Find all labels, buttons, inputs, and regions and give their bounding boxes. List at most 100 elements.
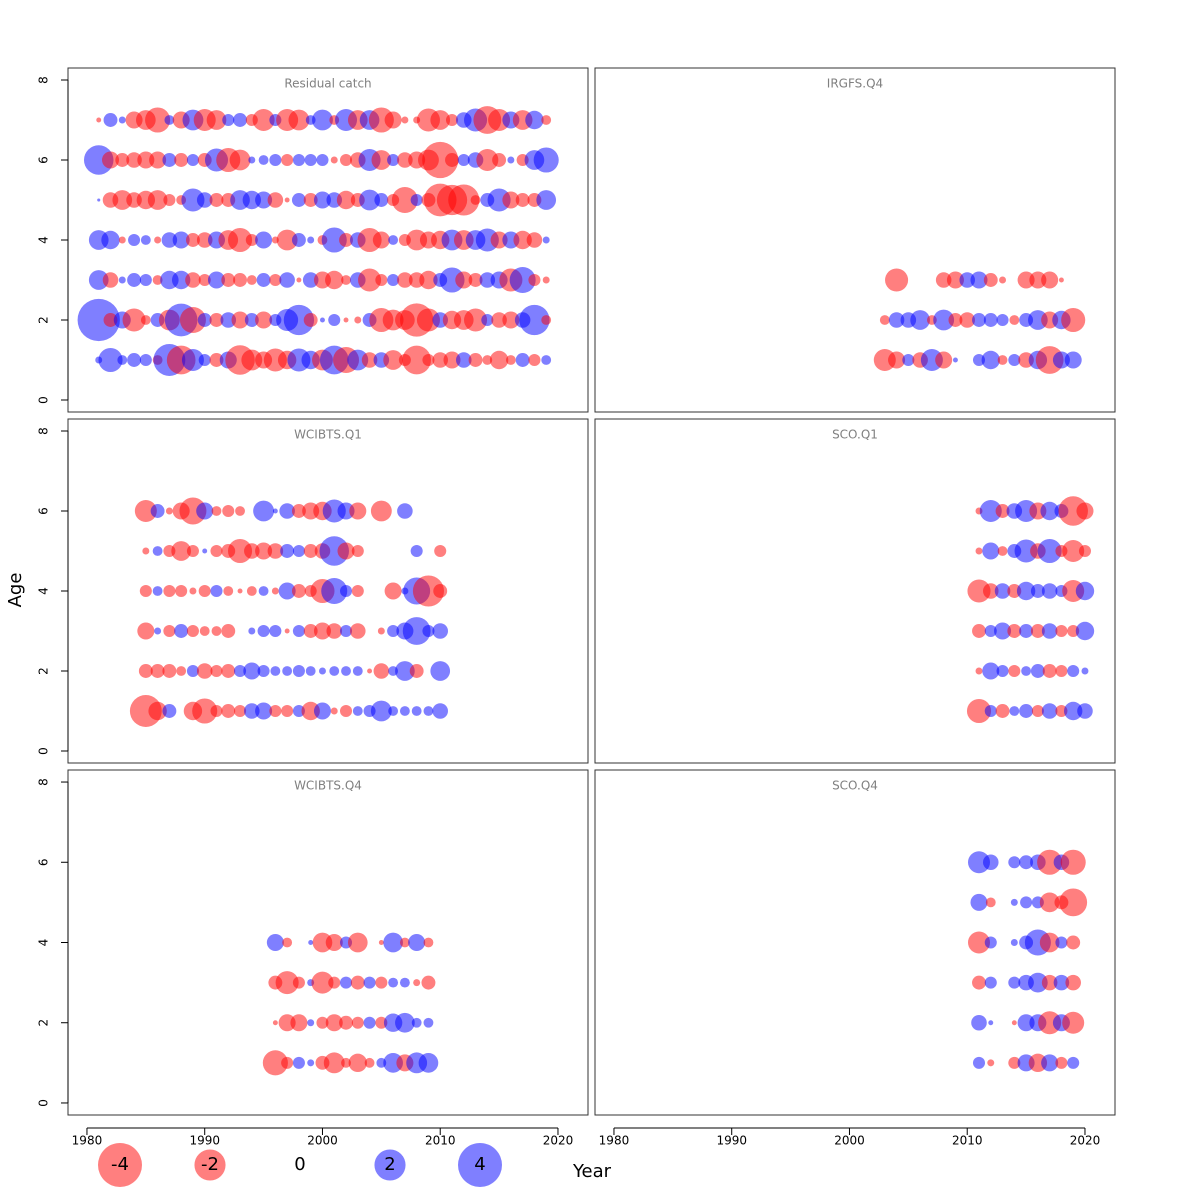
bubble: [150, 664, 165, 678]
bubble: [1060, 849, 1086, 875]
bubble: [416, 308, 440, 332]
bubble: [292, 544, 305, 558]
bubble: [103, 113, 118, 127]
bubble: [221, 624, 236, 638]
bubble: [975, 547, 983, 555]
bubble: [430, 661, 451, 681]
bubble: [269, 273, 282, 287]
bubble: [231, 311, 249, 329]
bubble: [139, 353, 152, 367]
bubble: [234, 664, 247, 678]
bubble: [490, 231, 508, 249]
bubble: [209, 313, 224, 327]
bubble: [432, 703, 448, 719]
bubble: [209, 193, 224, 207]
bubble: [363, 1016, 376, 1029]
bubble: [284, 197, 290, 203]
bubble: [1007, 624, 1022, 638]
bubble: [935, 351, 953, 369]
bubble: [198, 273, 211, 287]
legend-label: 0: [294, 1154, 305, 1175]
bubble: [971, 1014, 987, 1031]
bubble: [434, 544, 447, 558]
bubble: [358, 268, 382, 292]
bubble: [237, 588, 243, 594]
bubble: [1058, 277, 1064, 283]
bubble: [979, 500, 1002, 522]
bubble: [347, 932, 368, 953]
bubble: [952, 357, 958, 363]
bubble: [411, 1017, 422, 1028]
bubble: [330, 156, 338, 164]
y-tick-label: 8: [37, 778, 51, 786]
bubble: [308, 940, 314, 945]
y-tick-label: 6: [37, 858, 51, 866]
bubble: [536, 190, 557, 210]
bubble: [258, 155, 269, 165]
bubble: [291, 233, 306, 247]
bubble: [384, 582, 402, 600]
bubble: [1009, 315, 1020, 325]
bubble: [351, 1016, 364, 1029]
bubble: [1055, 936, 1068, 949]
bubble: [399, 937, 410, 948]
bubble: [103, 313, 118, 327]
bubble: [1021, 666, 1032, 676]
bubble: [221, 704, 236, 718]
bubble: [248, 156, 256, 164]
bubble: [210, 544, 223, 558]
bubble: [164, 115, 175, 125]
bubble: [281, 1056, 294, 1069]
bubble: [341, 275, 351, 285]
bubble: [371, 150, 392, 170]
bubble: [329, 666, 340, 676]
bubble: [278, 582, 296, 600]
bubble: [326, 623, 343, 639]
bubble: [145, 107, 171, 133]
bubble: [502, 311, 520, 329]
bubble: [481, 313, 494, 327]
bubble: [373, 663, 390, 679]
legend-label: -4: [111, 1154, 129, 1175]
bubble: [967, 579, 991, 603]
bubble: [319, 536, 349, 566]
bubble: [409, 664, 424, 678]
bubble: [482, 355, 493, 365]
bubble: [879, 315, 890, 325]
bubble: [171, 270, 191, 290]
bubble: [418, 1053, 439, 1073]
x-tick-label: 2020: [543, 1134, 574, 1148]
bubble: [348, 1053, 367, 1073]
bubble: [468, 273, 483, 287]
bubble: [316, 1016, 329, 1029]
bubble: [336, 190, 356, 210]
bubble: [422, 624, 435, 638]
bubble: [422, 141, 459, 179]
legend-label: -2: [201, 1154, 219, 1175]
bubble: [378, 940, 384, 945]
bubble: [995, 504, 1010, 518]
x-tick-label: 2010: [425, 1134, 456, 1148]
bubble: [959, 312, 975, 328]
bubble: [1030, 624, 1045, 638]
bubble: [162, 664, 177, 678]
bubble: [1029, 271, 1047, 289]
bubble: [1075, 581, 1095, 601]
bubble: [101, 151, 120, 169]
bubble: [1019, 624, 1034, 638]
bubble: [198, 584, 211, 598]
bubble: [122, 308, 146, 332]
bubble: [455, 352, 472, 368]
bubble: [375, 976, 388, 989]
bubble: [248, 627, 256, 635]
bubble: [372, 231, 390, 249]
bubble: [257, 664, 270, 678]
x-tick-label: 1980: [72, 1134, 103, 1148]
bubble: [222, 504, 235, 518]
bubble: [515, 353, 530, 367]
bubble: [152, 586, 163, 596]
bubble: [383, 350, 403, 370]
x-tick-label: 1990: [716, 1134, 747, 1148]
bubble: [423, 937, 434, 948]
panel-frame: [594, 418, 1116, 764]
